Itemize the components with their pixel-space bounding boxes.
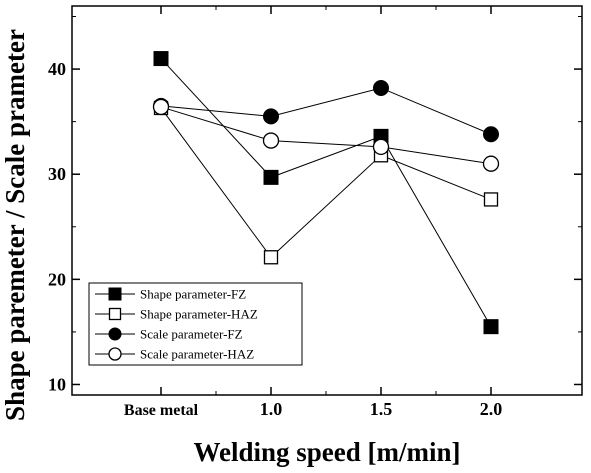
- x-axis-title: Welding speed [m/min]: [193, 437, 460, 467]
- data-point: [373, 80, 389, 97]
- y-tick-label: 30: [48, 164, 66, 184]
- legend-label: Shape parameter-FZ: [140, 287, 246, 302]
- legend-marker: [108, 327, 122, 341]
- x-tick-label: 1.0: [260, 399, 283, 419]
- legend-item: Shape parameter-HAZ: [95, 307, 258, 322]
- x-tick-label: 2.0: [480, 399, 503, 419]
- series-4: [152, 98, 500, 172]
- series-3: [153, 80, 499, 143]
- data-point: [262, 132, 280, 149]
- legend-marker: [108, 347, 122, 361]
- plot-frame: [71, 5, 583, 396]
- series-line: [160, 106, 492, 165]
- data-point: [372, 138, 390, 156]
- series-2: [153, 100, 499, 265]
- legend: Shape parameter-FZ Shape parameter-HAZ Sca…: [88, 282, 303, 366]
- data-point: [263, 108, 279, 125]
- axes: 10 20 30 40 Base metal 1.0 1.5 2.0: [48, 6, 582, 419]
- legend-marker: [108, 287, 122, 301]
- legend-item: Scale parameter-HAZ: [95, 347, 254, 362]
- legend-marker: [108, 307, 122, 321]
- x-tick-label: 1.5: [370, 399, 393, 419]
- data-point: [483, 126, 499, 143]
- data-point: [483, 192, 499, 207]
- series-1: [153, 51, 499, 335]
- y-tick-label: 40: [48, 59, 66, 79]
- legend-label: Scale parameter-HAZ: [140, 347, 254, 362]
- data-point: [483, 319, 499, 335]
- y-axis-title: Shape paremeter / Scale prameter: [0, 29, 30, 421]
- x-tick-label: Base metal: [124, 402, 199, 419]
- legend-label: Scale parameter-FZ: [140, 327, 243, 342]
- data-point: [263, 250, 279, 265]
- data-point: [263, 169, 279, 185]
- legend-item: Shape parameter-FZ: [95, 287, 246, 302]
- legend-box: [88, 282, 303, 366]
- y-tick-label: 10: [48, 374, 66, 394]
- legend-label: Shape parameter-HAZ: [140, 307, 258, 322]
- series-line: [160, 107, 492, 259]
- y-tick-label: 20: [48, 269, 66, 289]
- data-point: [152, 98, 170, 116]
- series-line: [160, 58, 492, 327]
- series-line: [160, 87, 492, 135]
- legend-item: Scale parameter-FZ: [95, 327, 243, 342]
- data-point: [153, 51, 169, 67]
- series-layer: [152, 51, 500, 335]
- data-point: [482, 155, 500, 172]
